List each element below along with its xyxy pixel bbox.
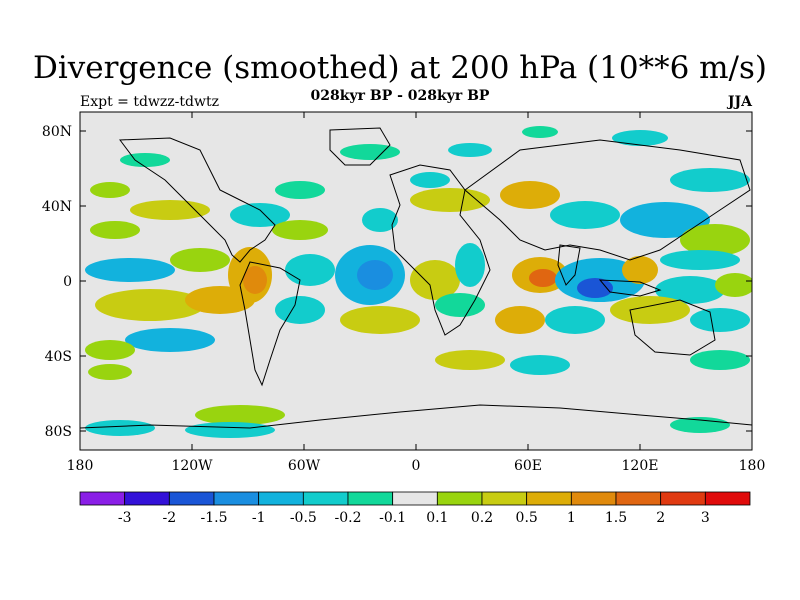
map-subtitle: 028kyr BP - 028kyr BP	[310, 88, 490, 104]
colorbar-label: -3	[118, 510, 132, 526]
colorbar-label: -1	[252, 510, 266, 526]
colorbar-label: 1.5	[605, 510, 627, 526]
lat-label-40n: 40N	[42, 199, 72, 215]
lon-axis: 180 120W 60W 0 60E 120E 180	[67, 112, 766, 474]
colorbar-swatch	[436, 491, 483, 506]
colorbar-label: -0.1	[379, 510, 406, 526]
colorbar-label: -0.5	[290, 510, 317, 526]
lon-label-120e: 120E	[622, 458, 659, 474]
lat-label-eq: 0	[63, 274, 72, 290]
lon-label-180w: 180	[67, 458, 94, 474]
colorbar-label: 0.2	[471, 510, 493, 526]
colorbar-label: 0.1	[426, 510, 448, 526]
colorbar-swatch	[168, 491, 215, 506]
colorbar-label: 1	[567, 510, 576, 526]
colorbar-swatch	[124, 491, 170, 506]
colorbar-swatch	[570, 491, 617, 506]
colorbar-swatch	[704, 491, 751, 506]
colorbar-swatch	[526, 491, 572, 506]
divergence-field	[85, 126, 752, 438]
coastlines	[80, 127, 752, 429]
colorbar-swatch	[481, 491, 528, 506]
colorbar-swatch	[258, 491, 304, 506]
colorbar: -3 -2 -1.5 -1 -0.5 -0.2 -0.1 0.1 0.2 0.5 1 1.5 2 3	[79, 491, 751, 526]
season-label: JJA	[727, 94, 752, 110]
lon-label-60w: 60W	[288, 458, 321, 474]
experiment-label: Expt = tdwzz-tdwtz	[80, 94, 219, 110]
colorbar-swatch	[347, 491, 394, 506]
colorbar-label: -1.5	[201, 510, 228, 526]
colorbar-swatch	[79, 491, 126, 506]
map-title: Divergence (smoothed) at 200 hPa (10**6 …	[33, 50, 767, 86]
lon-label-0: 0	[412, 458, 421, 474]
lon-label-120w: 120W	[171, 458, 213, 474]
colorbar-swatch	[392, 491, 438, 506]
lat-label-40s: 40S	[45, 349, 72, 365]
colorbar-label: -0.2	[335, 510, 362, 526]
colorbar-label: -2	[163, 510, 177, 526]
lat-axis: 80N 40N 0 40S 80S	[42, 124, 752, 440]
colorbar-label: 0.5	[516, 510, 538, 526]
colorbar-swatch	[660, 491, 706, 506]
colorbar-swatch	[302, 491, 349, 506]
lon-label-180e: 180	[739, 458, 766, 474]
lat-label-80s: 80S	[45, 424, 72, 440]
colorbar-label: 2	[656, 510, 665, 526]
lon-label-60e: 60E	[514, 458, 542, 474]
colorbar-swatch	[213, 491, 260, 506]
colorbar-swatch	[615, 491, 662, 506]
lat-label-80n: 80N	[42, 124, 72, 140]
colorbar-label: 3	[701, 510, 710, 526]
